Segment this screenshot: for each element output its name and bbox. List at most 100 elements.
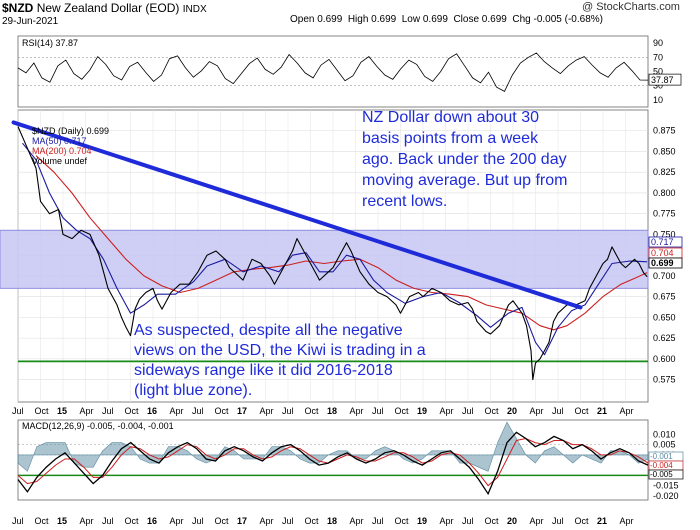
- stockcharts-watermark: @ StockCharts.com: [582, 1, 680, 13]
- macd-x-tick-label: Jul: [192, 516, 204, 526]
- macd-value-label: -0.005: [650, 470, 673, 479]
- sideways-range-zone: [0, 229, 649, 289]
- price-tick-label: 0.750: [653, 229, 676, 239]
- price-tick-label: 0.775: [653, 209, 676, 219]
- rsi-tick-label: 10: [653, 95, 663, 105]
- price-legend-entry: MA(200) 0.704: [32, 146, 92, 156]
- macd-tick-label: -0.020: [653, 491, 679, 501]
- macd-histogram: [17, 421, 649, 472]
- price-x-tick-label: Oct: [485, 406, 500, 416]
- price-x-tick-label: 20: [507, 406, 517, 416]
- rsi-tick-label: 30: [653, 81, 663, 91]
- macd-x-tick-label: Oct: [215, 516, 230, 526]
- annotation-top-line: NZ Dollar down about 30: [362, 109, 539, 126]
- macd-x-tick-label: Jul: [372, 516, 384, 526]
- price-x-tick-label: 21: [597, 406, 607, 416]
- annotation-bottom-line: As suspected, despite all the negative: [134, 322, 403, 339]
- price-x-tick-label: Jul: [102, 406, 114, 416]
- price-x-tick-label: Oct: [35, 406, 50, 416]
- ma200-line: [35, 155, 648, 331]
- macd-x-tick-label: Apr: [80, 516, 94, 526]
- rsi-title: RSI(14) 37.87: [22, 38, 78, 48]
- price-x-tick-label: Oct: [305, 406, 320, 416]
- price-x-tick-label: Jul: [282, 406, 294, 416]
- macd-line: [17, 431, 649, 496]
- price-x-tick-label: 15: [57, 406, 67, 416]
- price-legend-entry: MA(50) 0.717: [32, 136, 87, 146]
- price-x-tick-label: Apr: [440, 406, 454, 416]
- macd-x-tick-label: 16: [147, 516, 157, 526]
- price-tick-label: 0.700: [653, 271, 676, 281]
- price-tick-label: 0.575: [653, 375, 676, 385]
- macd-x-tick-label: Oct: [395, 516, 410, 526]
- price-x-tick-label: Oct: [125, 406, 140, 416]
- price-value-label: 0.704: [651, 248, 674, 258]
- price-x-tick-label: Jul: [552, 406, 564, 416]
- rsi-panel-frame: [17, 35, 649, 108]
- price-x-tick-label: Jul: [12, 406, 24, 416]
- macd-x-tick-label: Apr: [530, 516, 544, 526]
- price-value-box: [648, 257, 683, 269]
- macd-x-tick-label: Apr: [170, 516, 184, 526]
- macd-x-tick-label: Apr: [620, 516, 634, 526]
- macd-x-tick-label: Apr: [260, 516, 274, 526]
- annotation-bottom-line: (light blue zone).: [134, 382, 252, 399]
- macd-value-label: -0.004: [650, 461, 673, 470]
- rsi-line: [17, 52, 649, 92]
- price-x-tick-label: Apr: [80, 406, 94, 416]
- price-tick-label: 0.625: [653, 333, 676, 343]
- price-x-tick-label: Jul: [372, 406, 384, 416]
- price-tick-label: 0.850: [653, 146, 676, 156]
- ticker-title: $NZD New Zealand Dollar (EOD) INDX: [2, 1, 207, 15]
- macd-x-tick-label: 17: [237, 516, 247, 526]
- price-x-tick-label: Apr: [350, 406, 364, 416]
- macd-x-tick-label: 18: [327, 516, 337, 526]
- price-value-box: [648, 236, 683, 248]
- rsi-value-label: 37.87: [651, 75, 674, 85]
- macd-x-tick-label: 19: [417, 516, 427, 526]
- ma50-line: [22, 142, 648, 356]
- price-value-label: 0.699: [651, 258, 674, 268]
- macd-x-tick-label: Jul: [282, 516, 294, 526]
- macd-value-box: [648, 469, 684, 480]
- price-legend-entry: $NZD (Daily) 0.699: [32, 126, 109, 136]
- ticker-name: New Zealand Dollar (EOD): [36, 1, 180, 15]
- rsi-tick-label: 90: [653, 38, 663, 48]
- macd-tick-label: -0.015: [653, 481, 679, 491]
- macd-x-tick-label: Apr: [440, 516, 454, 526]
- price-tick-label: 0.650: [653, 312, 676, 322]
- macd-x-tick-label: 15: [57, 516, 67, 526]
- macd-x-tick-label: Oct: [125, 516, 140, 526]
- price-tick-label: 0.600: [653, 354, 676, 364]
- macd-tick-label: 0.005: [653, 440, 676, 450]
- macd-x-tick-label: Oct: [575, 516, 590, 526]
- price-x-tick-label: Oct: [395, 406, 410, 416]
- macd-x-tick-label: Oct: [485, 516, 500, 526]
- price-x-tick-label: Jul: [192, 406, 204, 416]
- macd-title: MACD(12,26,9) -0.005, -0.004, -0.001: [22, 421, 174, 431]
- annotation-top-line: recent lows.: [362, 193, 447, 210]
- price-tick-label: 0.675: [653, 292, 676, 302]
- rsi-value-box: [648, 73, 682, 86]
- price-x-tick-label: Apr: [530, 406, 544, 416]
- price-x-tick-label: 17: [237, 406, 247, 416]
- macd-x-tick-label: 21: [597, 516, 607, 526]
- macd-x-tick-label: 20: [507, 516, 517, 526]
- downtrend-line: [11, 120, 583, 310]
- price-x-tick-label: 18: [327, 406, 337, 416]
- macd-x-tick-label: Apr: [350, 516, 364, 526]
- price-x-tick-label: Jul: [462, 406, 474, 416]
- ticker-symbol: $NZD: [2, 1, 34, 15]
- annotation-bottom-line: views on the USD, the Kiwi is trading in…: [134, 342, 426, 359]
- macd-x-tick-label: Jul: [462, 516, 474, 526]
- price-x-tick-label: 16: [147, 406, 157, 416]
- annotation-bottom-line: sideways range like it did 2016-2018: [134, 362, 393, 379]
- price-x-tick-label: Oct: [575, 406, 590, 416]
- price-value-label: 0.717: [651, 237, 674, 247]
- ticker-exchange: INDX: [182, 4, 207, 15]
- macd-tick-label: 0.010: [653, 429, 676, 439]
- rsi-tick-label: 50: [653, 67, 663, 77]
- annotation-top-line: moving average. But up from: [362, 172, 567, 189]
- price-x-tick-label: Apr: [620, 406, 634, 416]
